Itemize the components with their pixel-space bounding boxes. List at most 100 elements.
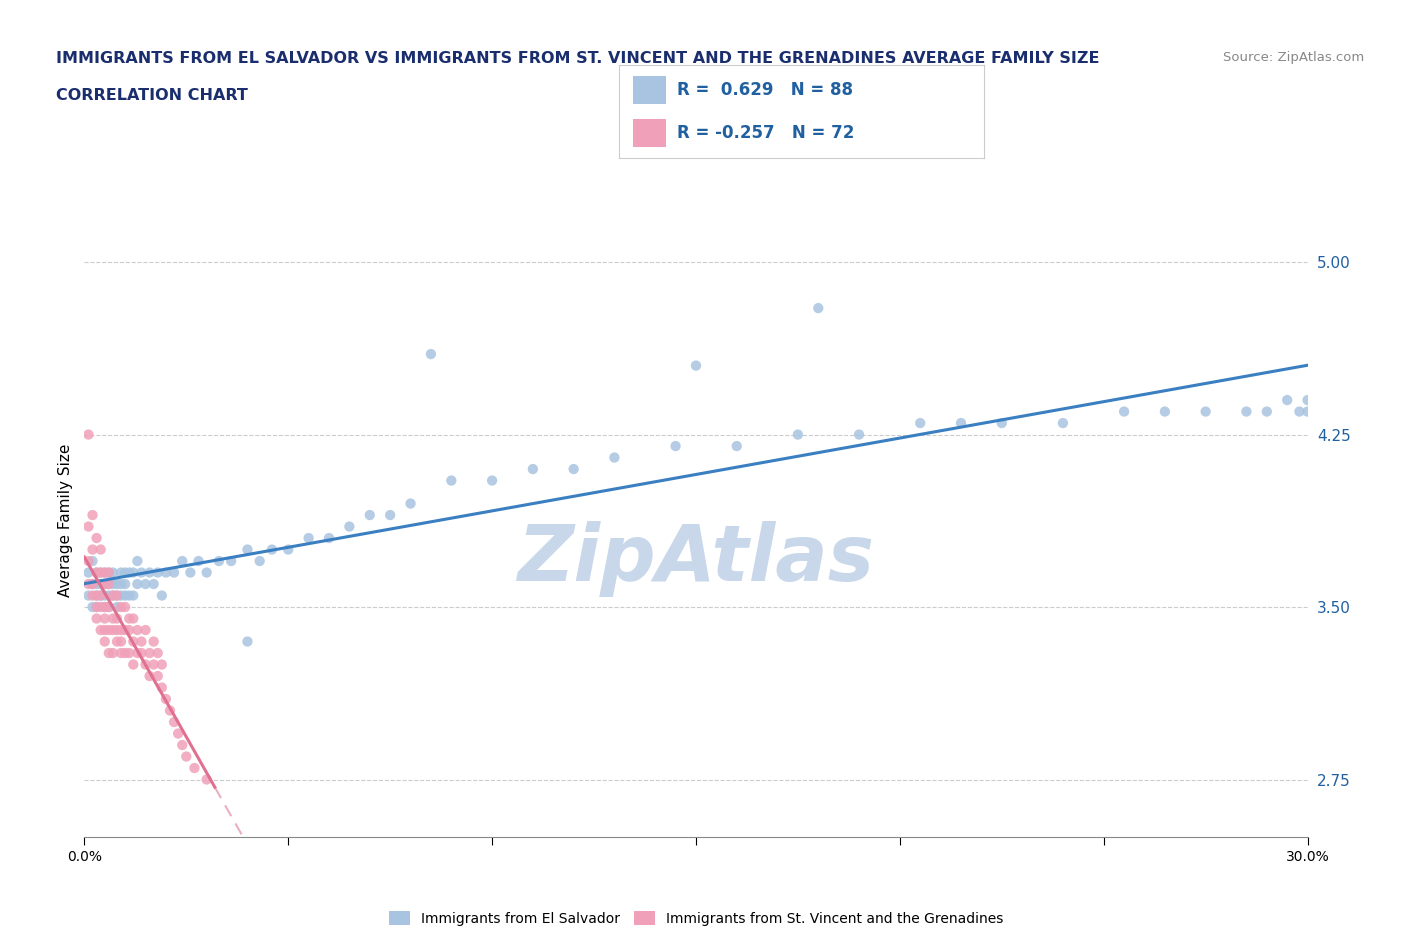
Point: [110, 634, 132, 649]
Point: [101, 645, 124, 660]
Point: [1236, 405, 1258, 419]
Point: [260, 542, 283, 557]
FancyBboxPatch shape: [633, 76, 666, 104]
Point: [110, 588, 132, 603]
Point: [101, 577, 124, 591]
Point: [114, 565, 136, 580]
Point: [86, 588, 108, 603]
Point: [1296, 392, 1319, 407]
Point: [339, 519, 361, 534]
Point: [110, 577, 132, 591]
Point: [146, 669, 169, 684]
Point: [277, 542, 299, 557]
Point: [118, 645, 141, 660]
Point: [93, 577, 117, 591]
Point: [787, 427, 810, 442]
Point: [131, 634, 153, 649]
Point: [138, 669, 160, 684]
Text: ZipAtlas: ZipAtlas: [517, 521, 875, 597]
Point: [159, 703, 181, 718]
Point: [114, 645, 136, 660]
Point: [97, 600, 120, 615]
Point: [135, 658, 157, 672]
Point: [118, 622, 141, 637]
Point: [135, 622, 157, 637]
Point: [1256, 405, 1278, 419]
Point: [236, 634, 259, 649]
Point: [142, 658, 165, 672]
Point: [82, 508, 104, 523]
Point: [298, 531, 321, 546]
Point: [122, 658, 145, 672]
Point: [118, 588, 141, 603]
Y-axis label: Average Family Size: Average Family Size: [58, 445, 73, 597]
Point: [86, 611, 108, 626]
Point: [77, 588, 100, 603]
Point: [399, 496, 422, 511]
Point: [155, 565, 177, 580]
Point: [90, 565, 112, 580]
Point: [93, 634, 117, 649]
Point: [236, 542, 259, 557]
Point: [86, 577, 108, 591]
Point: [93, 600, 117, 615]
Point: [665, 439, 688, 454]
Point: [122, 588, 145, 603]
Point: [122, 565, 145, 580]
Point: [90, 622, 112, 637]
Point: [420, 347, 443, 362]
Point: [183, 761, 205, 776]
Point: [105, 622, 128, 637]
Point: [82, 542, 104, 557]
Point: [105, 634, 128, 649]
Point: [848, 427, 870, 442]
Point: [195, 565, 218, 580]
Point: [93, 565, 117, 580]
Text: IMMIGRANTS FROM EL SALVADOR VS IMMIGRANTS FROM ST. VINCENT AND THE GRENADINES AV: IMMIGRANTS FROM EL SALVADOR VS IMMIGRANT…: [56, 51, 1099, 66]
Point: [114, 588, 136, 603]
Point: [122, 634, 145, 649]
Point: [97, 588, 120, 603]
Point: [127, 553, 149, 568]
Point: [122, 611, 145, 626]
Point: [522, 461, 544, 476]
Point: [380, 508, 402, 523]
Point: [127, 645, 149, 660]
Point: [146, 645, 169, 660]
Point: [77, 553, 100, 568]
Point: [142, 634, 165, 649]
Point: [82, 553, 104, 568]
Point: [131, 645, 153, 660]
Point: [77, 427, 100, 442]
Point: [110, 600, 132, 615]
Text: R =  0.629   N = 88: R = 0.629 N = 88: [678, 81, 853, 100]
Point: [86, 565, 108, 580]
Point: [82, 600, 104, 615]
Legend: Immigrants from El Salvador, Immigrants from St. Vincent and the Grenadines: Immigrants from El Salvador, Immigrants …: [384, 905, 1008, 930]
Point: [950, 416, 973, 431]
Point: [90, 565, 112, 580]
Point: [208, 553, 231, 568]
Point: [105, 588, 128, 603]
Point: [97, 565, 120, 580]
Point: [318, 531, 340, 546]
Point: [90, 577, 112, 591]
Point: [105, 588, 128, 603]
Point: [1288, 405, 1310, 419]
Point: [110, 565, 132, 580]
Point: [90, 588, 112, 603]
Point: [82, 588, 104, 603]
Point: [118, 565, 141, 580]
Point: [86, 531, 108, 546]
Point: [807, 300, 830, 315]
Point: [97, 600, 120, 615]
Point: [249, 553, 271, 568]
Point: [1052, 416, 1074, 431]
Point: [93, 600, 117, 615]
Point: [90, 588, 112, 603]
Point: [219, 553, 242, 568]
Point: [82, 577, 104, 591]
Point: [93, 577, 117, 591]
Point: [138, 645, 160, 660]
Text: CORRELATION CHART: CORRELATION CHART: [56, 88, 247, 103]
